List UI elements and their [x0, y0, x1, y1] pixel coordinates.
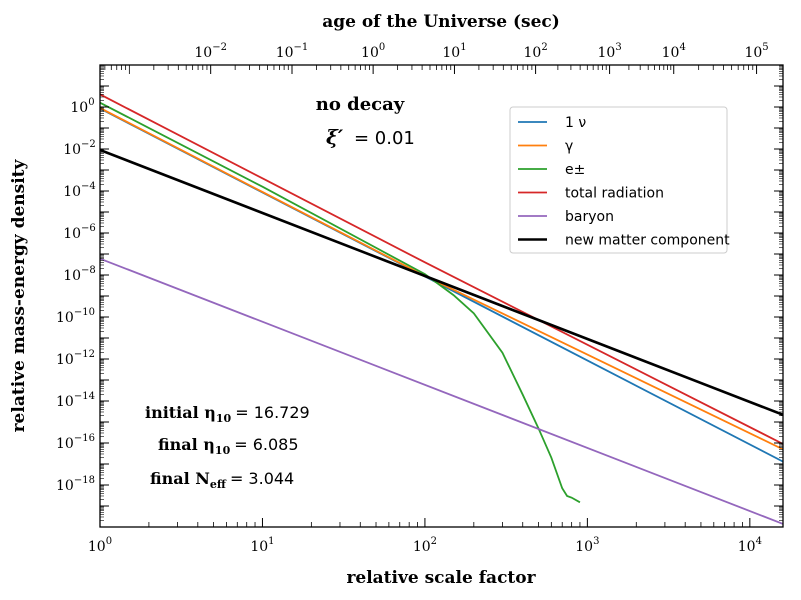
legend: 1 ν γ e± total radiation baryon new matter co… [509, 106, 730, 254]
top-tick-label: 105 [744, 42, 768, 61]
y-tick-label: 10−14 [56, 391, 95, 410]
y-axis-title: relative mass-energy density [9, 158, 29, 432]
annotation-final-eta: final η10 = 6.085 [158, 435, 299, 457]
x-tick-label: 101 [250, 536, 274, 555]
annotation-final-neff: final Neff = 3.044 [150, 469, 294, 491]
series-line-4 [100, 257, 783, 525]
legend-label-3: total radiation [565, 186, 664, 202]
legend-box [509, 106, 728, 254]
y-tick-label: 10−2 [63, 139, 96, 158]
legend-label-1: γ [565, 139, 573, 155]
y-tick-label: 10−18 [56, 475, 95, 494]
series-line-1 [100, 107, 783, 451]
series-line-5 [100, 148, 783, 417]
series-line-2 [100, 101, 581, 504]
x-tick-label: 103 [575, 536, 599, 555]
y-tick-label: 10−6 [63, 223, 96, 242]
y-tick-label: 10−10 [56, 307, 95, 326]
x-axis-title: relative scale factor [346, 568, 536, 588]
top-tick-label: 10−1 [276, 42, 309, 61]
annotation-xi-value: = 0.01 [354, 128, 415, 149]
x-tick-label: 100 [88, 536, 112, 555]
top-tick-label: 104 [662, 42, 686, 61]
top-tick-label: 102 [523, 42, 547, 61]
series-line-3 [100, 93, 783, 445]
annotation-xi-symbol: ξ′ [326, 125, 344, 149]
x-tick-label: 104 [738, 536, 762, 555]
legend-label-4: baryon [565, 209, 614, 225]
annotation-initial-eta: initial η10 = 16.729 [145, 403, 310, 425]
top-axis-title: age of the Universe (sec) [322, 12, 560, 32]
y-tick-label: 10−12 [56, 349, 95, 368]
axes-ticks: 100 101 102 103 104 10−2 10−1 100 101 102 103 104 10… [56, 42, 783, 555]
plot-area [100, 93, 783, 525]
top-tick-label: 10−2 [194, 42, 227, 61]
legend-label-5: new matter component [565, 233, 730, 249]
annotation-no-decay: no decay [316, 94, 405, 115]
y-tick-label: 10−16 [56, 433, 95, 452]
top-tick-label: 101 [442, 42, 466, 61]
x-tick-label: 102 [413, 536, 437, 555]
y-tick-label: 100 [70, 97, 94, 116]
y-tick-label: 10−4 [63, 181, 96, 200]
legend-label-2: e± [565, 162, 585, 178]
y-tick-label: 10−8 [63, 265, 96, 284]
top-tick-label: 100 [361, 42, 385, 61]
legend-label-0: 1 ν [565, 115, 586, 131]
top-tick-label: 103 [597, 42, 621, 61]
